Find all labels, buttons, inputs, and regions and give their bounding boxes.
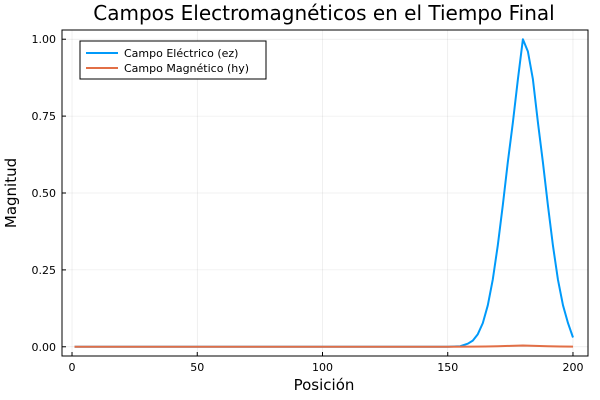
- legend: Campo Eléctrico (ez) Campo Magnético (hy): [79, 40, 267, 80]
- series-layer: [74, 38, 574, 348]
- y-tick-label: 0.25: [32, 264, 57, 277]
- x-tick-label: 50: [190, 361, 204, 374]
- series-line-2: [74, 344, 574, 348]
- x-tick-label: 200: [562, 361, 583, 374]
- legend-label-2: Campo Magnético (hy): [124, 62, 249, 75]
- x-axis-label: Posición: [294, 376, 355, 394]
- legend-label-1: Campo Eléctrico (ez): [124, 47, 238, 60]
- chart-title: Campos Electromagnéticos en el Tiempo Fi…: [93, 1, 554, 25]
- y-tick-label: 1.00: [32, 33, 57, 46]
- x-axis: 0 50 100 150 200: [69, 352, 583, 374]
- y-tick-label: 0.50: [32, 187, 57, 200]
- y-axis-label: Magnitud: [2, 158, 20, 228]
- x-tick-label: 100: [312, 361, 333, 374]
- x-tick-label: 150: [437, 361, 458, 374]
- y-axis: 0.00 0.25 0.50 0.75 1.00: [32, 33, 66, 354]
- x-tick-label: 0: [69, 361, 76, 374]
- legend-box: [79, 40, 267, 80]
- y-tick-label: 0.75: [32, 110, 57, 123]
- y-tick-label: 0.00: [32, 341, 57, 354]
